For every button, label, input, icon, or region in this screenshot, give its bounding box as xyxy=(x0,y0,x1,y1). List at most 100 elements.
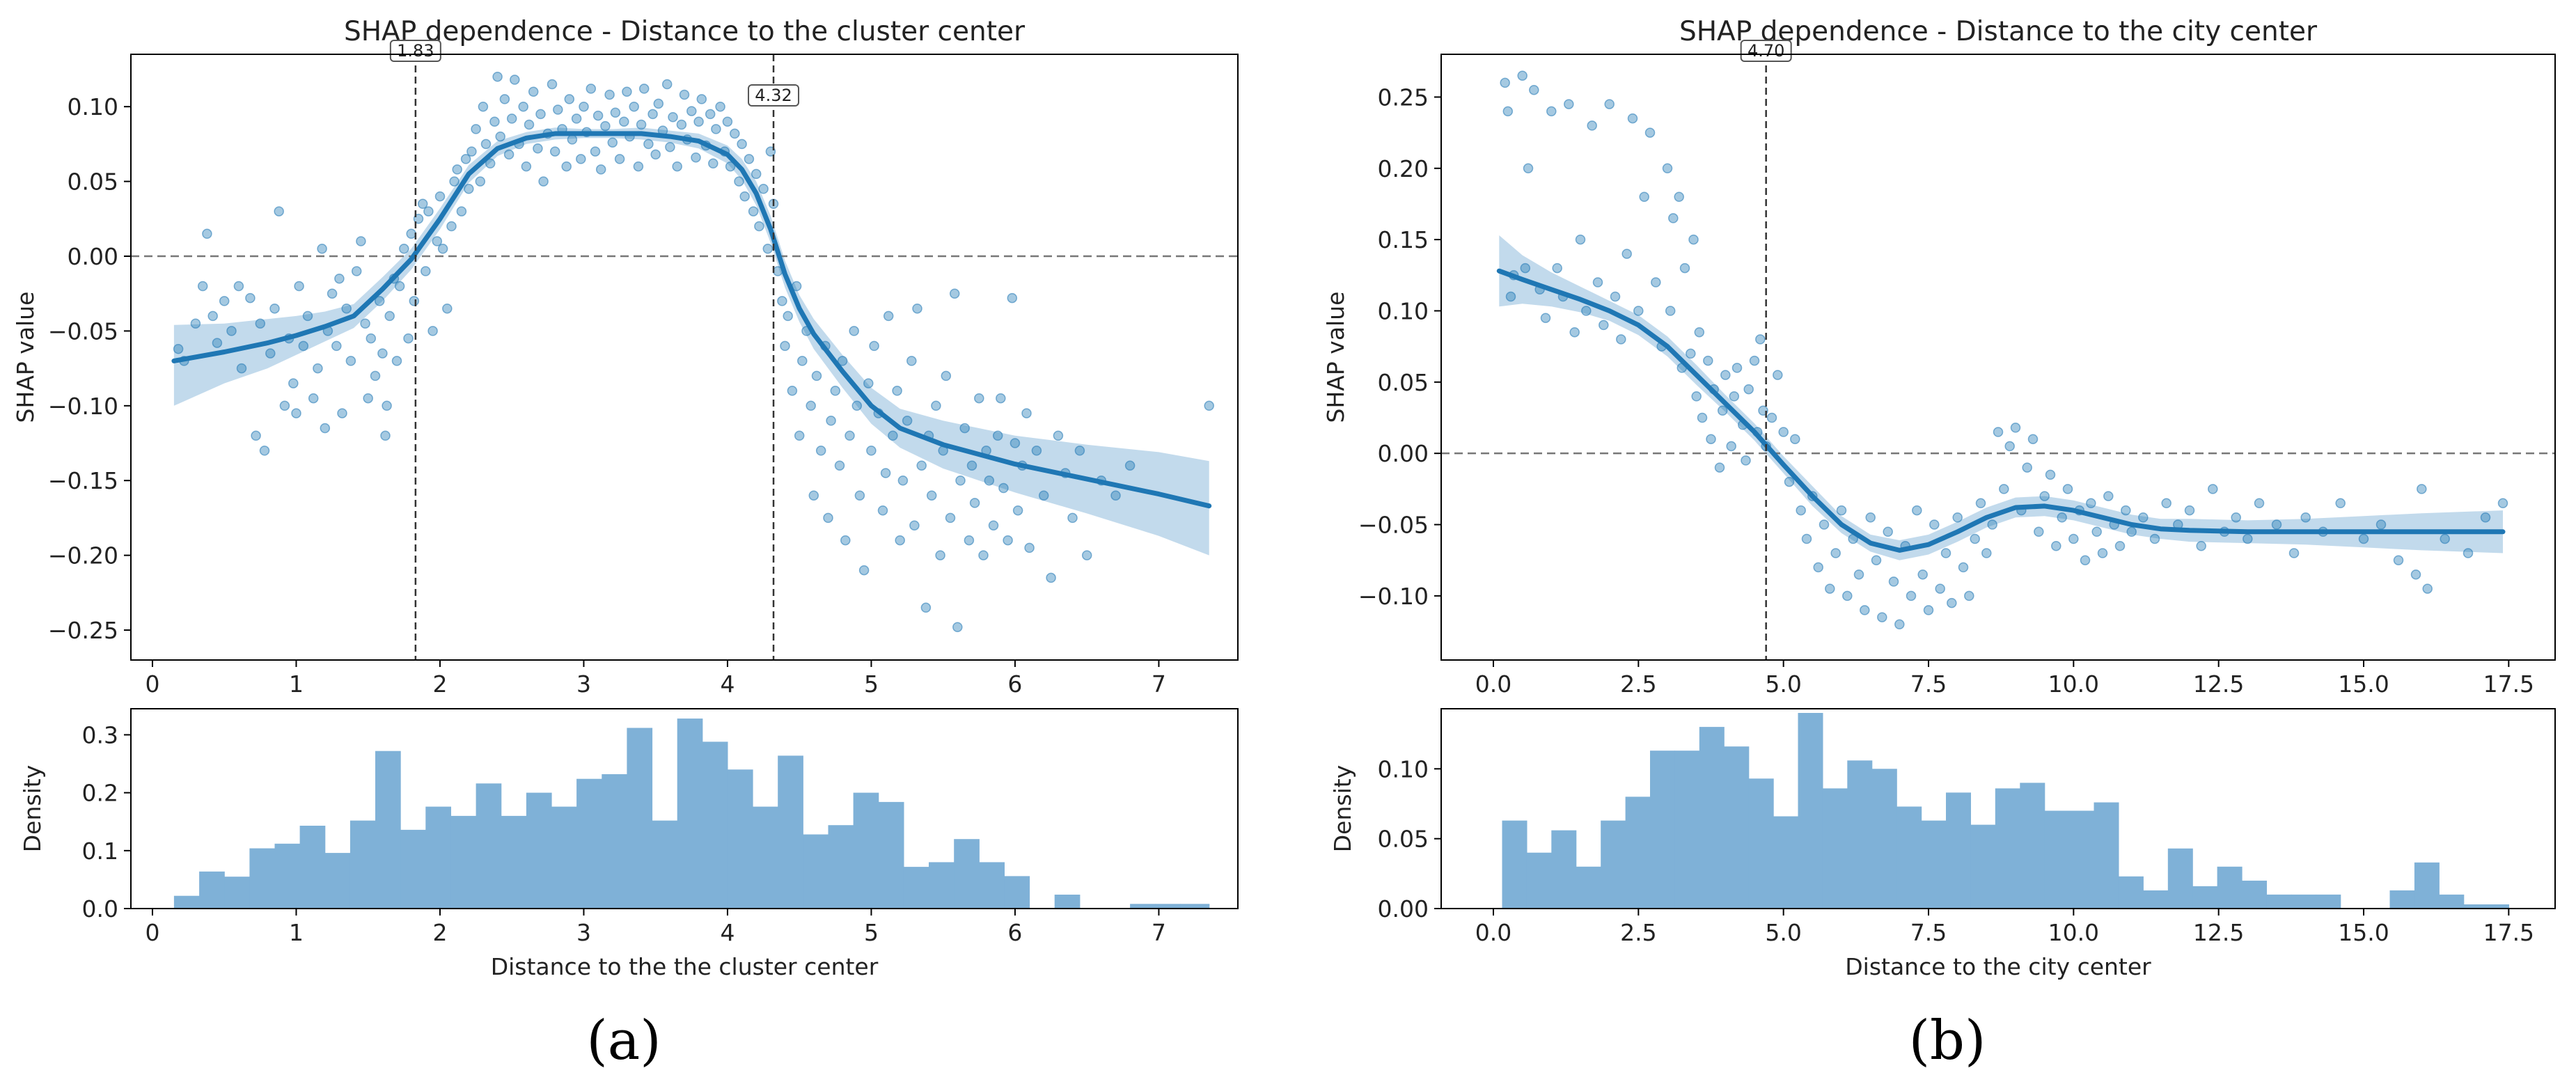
density-x-axis-label: Distance to the city center xyxy=(1845,953,2151,980)
density-x-tick-label: 17.5 xyxy=(2483,919,2534,946)
scatter-point xyxy=(528,86,539,97)
scatter-point xyxy=(1906,590,1917,602)
scatter-point xyxy=(1010,438,1021,448)
scatter-point xyxy=(834,460,845,471)
panel-a: SHAP dependence - Distance to the cluste… xyxy=(12,16,1239,980)
scatter-point xyxy=(2208,484,2218,494)
scatter-point xyxy=(518,101,528,112)
histogram-bar xyxy=(2020,783,2045,909)
scatter-point xyxy=(533,143,543,154)
scatter-point xyxy=(432,236,443,246)
scatter-point xyxy=(251,430,261,441)
scatter-point xyxy=(2091,526,2102,537)
density-y-tick-label: 0.3 xyxy=(82,721,118,748)
scatter-point xyxy=(341,303,352,314)
scatter-point xyxy=(877,505,888,516)
scatter-point xyxy=(1665,306,1676,316)
scatter-point xyxy=(1888,576,1899,587)
scatter-point xyxy=(1935,583,1945,594)
scatter-point xyxy=(808,490,819,501)
scatter-point xyxy=(495,131,505,142)
scatter-point xyxy=(754,221,764,232)
scatter-point xyxy=(686,106,697,116)
histogram-bar xyxy=(2488,904,2509,909)
scatter-point xyxy=(382,400,392,411)
scatter-point xyxy=(826,416,836,426)
scatter-point xyxy=(456,206,467,217)
threshold-label-box xyxy=(1740,40,1792,62)
y-tick-label: 0.05 xyxy=(1378,369,1429,396)
scatter-point xyxy=(409,296,420,306)
histogram-bar xyxy=(1822,788,1848,909)
scatter-point xyxy=(1766,412,1777,423)
scatter-point xyxy=(2417,484,2427,494)
y-axis-label: SHAP value xyxy=(1322,292,1349,423)
scatter-point xyxy=(737,139,747,150)
scatter-point xyxy=(331,340,342,352)
scatter-point xyxy=(941,370,952,382)
scatter-point xyxy=(1592,277,1603,288)
scatter-point xyxy=(837,356,848,366)
scatter-point xyxy=(1743,384,1754,395)
scatter-point xyxy=(661,79,673,90)
scatter-point xyxy=(1031,446,1042,456)
scatter-point xyxy=(1616,334,1626,345)
scatter-point xyxy=(2097,548,2108,558)
scatter-point xyxy=(423,206,434,217)
histogram-bar xyxy=(929,862,955,909)
scatter-point xyxy=(2126,526,2137,537)
scatter-point xyxy=(969,498,980,508)
trend-line xyxy=(1496,268,2506,553)
density-x-tick-label: 3 xyxy=(576,919,591,946)
density-x-tick-label: 1 xyxy=(289,919,304,946)
histogram-bar xyxy=(1798,713,1823,909)
scatter-point xyxy=(643,139,654,150)
scatter-point xyxy=(2045,469,2056,480)
histogram-bar xyxy=(878,801,904,909)
scatter-point xyxy=(739,191,750,202)
scatter-point xyxy=(212,338,223,348)
scatter-point xyxy=(1581,306,1592,316)
histogram-bar xyxy=(526,792,552,909)
histogram-bar xyxy=(979,862,1005,909)
scatter-point xyxy=(2103,491,2114,501)
scatter-point xyxy=(1564,99,1574,109)
histogram-bar xyxy=(2389,890,2415,909)
scatter-point xyxy=(374,296,385,306)
x-tick-label: 0.0 xyxy=(1475,670,1511,698)
histogram-bar xyxy=(602,774,627,909)
scatter-point xyxy=(1825,583,1835,594)
scatter-point xyxy=(452,164,462,175)
scatter-point xyxy=(1877,612,1887,622)
scatter-point xyxy=(978,550,989,560)
scatter-point xyxy=(2300,512,2311,523)
scatter-point xyxy=(1644,127,1656,138)
scatter-point xyxy=(949,288,960,299)
scatter-points xyxy=(173,71,1214,632)
scatter-point xyxy=(1686,348,1696,359)
plot-frame xyxy=(1440,54,2556,661)
scatter-point xyxy=(693,116,704,127)
scatter-point xyxy=(366,333,377,344)
histogram-bar xyxy=(753,806,778,909)
scatter-point xyxy=(806,400,816,411)
scatter-point xyxy=(926,490,937,501)
scatter-point xyxy=(777,296,787,306)
scatter-point xyxy=(945,512,956,524)
density-y-tick-label: 0.05 xyxy=(1378,826,1429,853)
scatter-point xyxy=(668,111,678,123)
scatter-point xyxy=(291,408,301,418)
scatter-point xyxy=(417,198,428,210)
scatter-point xyxy=(1523,163,1534,174)
y-tick-label: −0.05 xyxy=(1358,512,1429,539)
histogram-bar xyxy=(1699,727,1725,909)
scatter-point xyxy=(2022,462,2032,473)
scatter-point xyxy=(895,535,905,546)
scatter-point xyxy=(1952,512,1963,523)
scatter-point xyxy=(1038,490,1049,501)
y-tick-label: −0.25 xyxy=(48,617,118,644)
scatter-point xyxy=(499,94,510,104)
scatter-point xyxy=(912,303,922,314)
histogram-bar xyxy=(2414,862,2440,909)
scatter-point xyxy=(1500,77,1510,88)
